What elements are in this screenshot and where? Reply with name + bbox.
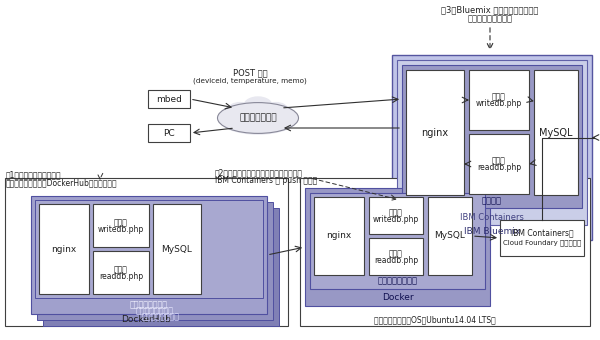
- Text: （3）Bluemix 画面からコンテナを: （3）Bluemix 画面からコンテナを: [442, 5, 539, 15]
- Text: コンテナイメージ: コンテナイメージ: [142, 312, 180, 322]
- Text: mbed: mbed: [156, 95, 182, 103]
- Bar: [300, 178, 590, 326]
- Text: writedb.php: writedb.php: [476, 100, 522, 108]
- Text: readdb.php: readdb.php: [99, 272, 143, 281]
- Text: インターネット: インターネット: [239, 114, 277, 122]
- Bar: [35, 200, 263, 298]
- Bar: [392, 55, 592, 240]
- Text: コンテナイメージ: コンテナイメージ: [136, 306, 174, 316]
- Text: DockerHub: DockerHub: [122, 316, 172, 324]
- Text: （2）確動確認できたコンテナイメージを: （2）確動確認できたコンテナイメージを: [215, 168, 303, 177]
- Text: アプリ: アプリ: [114, 218, 128, 227]
- Text: IBM Bluemix: IBM Bluemix: [464, 227, 520, 237]
- Text: PC: PC: [163, 129, 175, 137]
- Bar: [148, 124, 190, 142]
- Text: writedb.php: writedb.php: [98, 225, 144, 234]
- Text: アプリ: アプリ: [389, 249, 403, 258]
- Bar: [31, 196, 267, 314]
- Bar: [153, 204, 201, 294]
- Text: Docker: Docker: [382, 293, 413, 303]
- Text: nginx: nginx: [421, 128, 449, 137]
- Text: アプリ: アプリ: [389, 208, 403, 217]
- Bar: [305, 188, 490, 306]
- Text: 選択して実行します: 選択して実行します: [467, 15, 512, 23]
- Ellipse shape: [263, 102, 289, 117]
- Text: IBM Containers へ push します: IBM Containers へ push します: [215, 176, 317, 185]
- Bar: [500, 220, 584, 256]
- Text: コンテナイメージをDockerHubに保管します: コンテナイメージをDockerHubに保管します: [6, 178, 118, 187]
- Bar: [397, 60, 587, 225]
- Text: コンテナイメージ: コンテナイメージ: [377, 276, 418, 286]
- Text: IBM Containers: IBM Containers: [460, 212, 524, 221]
- Bar: [5, 178, 288, 326]
- Text: アプリ: アプリ: [492, 156, 506, 166]
- Text: MySQL: MySQL: [539, 128, 573, 137]
- Bar: [37, 202, 273, 320]
- Text: （1）開発環境で作成した: （1）開発環境で作成した: [6, 170, 62, 179]
- Text: 開発環境（ホストOS：Ubuntu14.04 LTS）: 開発環境（ホストOS：Ubuntu14.04 LTS）: [374, 316, 496, 324]
- Text: コンテナ: コンテナ: [482, 197, 502, 205]
- Text: nginx: nginx: [326, 232, 352, 240]
- Bar: [534, 70, 578, 195]
- Bar: [314, 197, 364, 275]
- Ellipse shape: [218, 101, 299, 135]
- Bar: [469, 134, 529, 194]
- Ellipse shape: [227, 102, 253, 117]
- Bar: [93, 251, 149, 294]
- Text: POST 送信: POST 送信: [233, 68, 268, 78]
- Text: (deviceid, temperature, memo): (deviceid, temperature, memo): [193, 78, 307, 84]
- Text: readdb.php: readdb.php: [374, 256, 418, 265]
- Bar: [369, 197, 423, 234]
- Bar: [369, 238, 423, 275]
- Ellipse shape: [272, 115, 293, 127]
- Bar: [310, 193, 485, 289]
- Text: アプリ: アプリ: [114, 265, 128, 274]
- Bar: [39, 204, 89, 294]
- Bar: [469, 70, 529, 130]
- Text: MySQL: MySQL: [434, 232, 466, 240]
- Text: MySQL: MySQL: [161, 244, 193, 254]
- Text: IBM Containers用: IBM Containers用: [511, 228, 574, 238]
- Text: writedb.php: writedb.php: [373, 215, 419, 224]
- Text: コンテナイメージ: コンテナイメージ: [130, 301, 168, 309]
- Bar: [402, 65, 582, 208]
- Text: nginx: nginx: [52, 244, 77, 254]
- Bar: [93, 204, 149, 247]
- Bar: [43, 208, 279, 326]
- Ellipse shape: [223, 115, 244, 127]
- Text: アプリ: アプリ: [492, 92, 506, 102]
- Bar: [406, 70, 464, 195]
- Bar: [428, 197, 472, 275]
- Text: Cloud Foundary プラグイン: Cloud Foundary プラグイン: [503, 240, 581, 246]
- Text: readdb.php: readdb.php: [477, 164, 521, 172]
- Bar: [148, 90, 190, 108]
- Ellipse shape: [244, 96, 272, 115]
